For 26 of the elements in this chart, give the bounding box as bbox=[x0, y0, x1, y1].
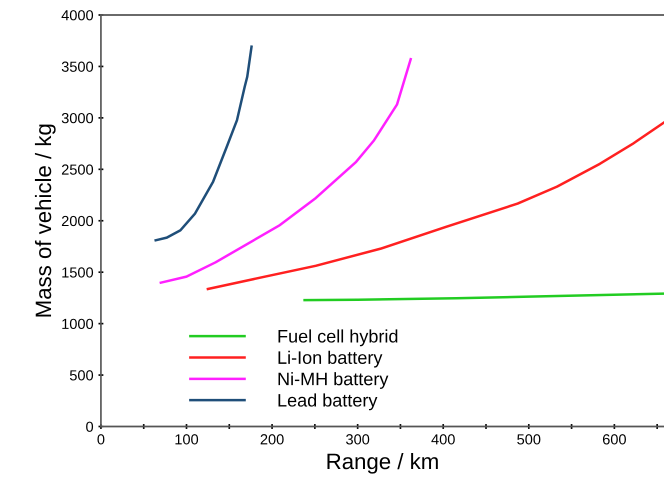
y-tick-label: 1500 bbox=[62, 267, 94, 278]
x-tick-label: 0 bbox=[97, 434, 104, 445]
y-tick-label: 2500 bbox=[62, 164, 94, 175]
line-series bbox=[160, 58, 412, 284]
x-tick-label: 500 bbox=[517, 434, 540, 445]
x-tick-label: 600 bbox=[602, 434, 626, 445]
y-axis-title: Mass of vehicle / kg bbox=[34, 124, 56, 316]
line-series bbox=[154, 45, 253, 242]
legend-label: Fuel cell hybrid bbox=[278, 329, 398, 346]
x-tick-label: 200 bbox=[260, 434, 284, 445]
legend-label: Lead battery bbox=[278, 393, 378, 410]
y-tick-label: 0 bbox=[86, 422, 94, 432]
y-tick-label: 3000 bbox=[62, 112, 94, 124]
x-tick-label: 100 bbox=[175, 434, 198, 445]
y-tick-label: 3500 bbox=[62, 62, 94, 72]
x-axis-title: Range / km bbox=[327, 452, 438, 474]
x-tick-label: 300 bbox=[346, 434, 370, 445]
y-tick-label: 500 bbox=[70, 370, 94, 380]
y-tick-label: 4000 bbox=[62, 10, 94, 20]
y-tick-label: 2000 bbox=[62, 216, 94, 226]
line-series bbox=[206, 121, 664, 290]
x-tick-label: 400 bbox=[431, 434, 455, 445]
legend-label: Li-Ion battery bbox=[278, 350, 382, 368]
y-tick-label: 1000 bbox=[62, 318, 94, 330]
line-series bbox=[303, 292, 664, 302]
legend-label: Ni-MH battery bbox=[278, 372, 388, 389]
